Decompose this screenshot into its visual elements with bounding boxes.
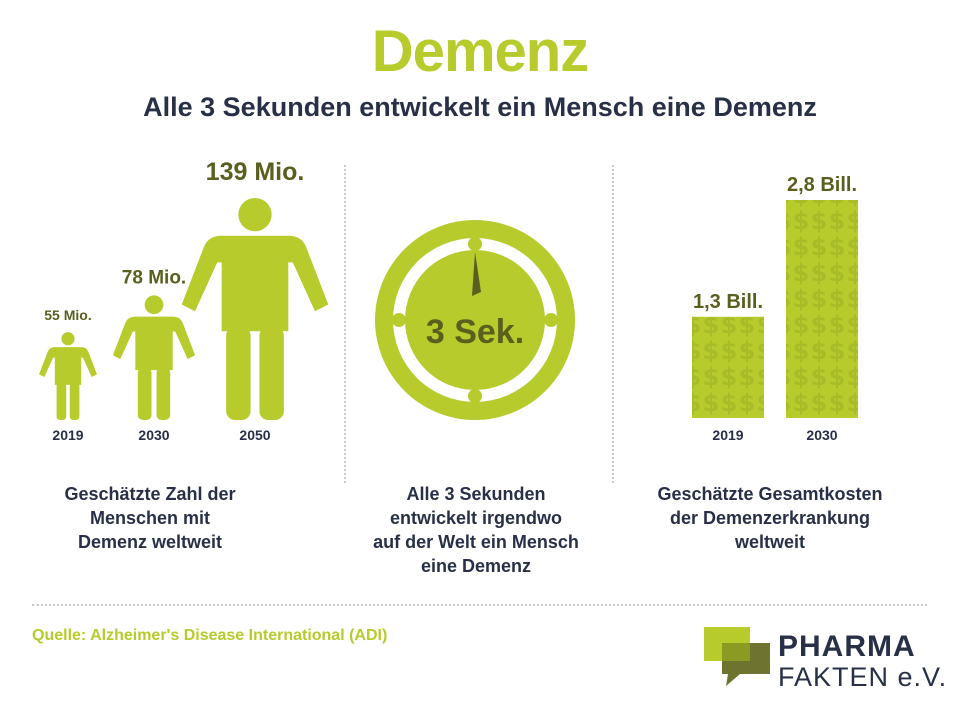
logo-mark-overlap [722, 643, 750, 661]
page-title: Demenz [371, 19, 589, 84]
caption-line: auf der Welt ein Mensch [373, 532, 579, 552]
caption-line: Alle 3 Sekunden [406, 484, 546, 504]
cost-bar [692, 316, 764, 418]
value-label: 78 Mio. [122, 267, 186, 288]
caption-line: eine Demenz [420, 556, 532, 576]
category-label: 2030 [806, 427, 837, 443]
person-figure [112, 295, 196, 420]
footer-divider [32, 604, 927, 606]
caption-line: weltweit [734, 532, 805, 552]
value-label: 1,3 Bill. [693, 291, 763, 313]
caption-line: der Demenzerkrankung [669, 508, 871, 528]
column-divider [344, 165, 346, 483]
person-figure [181, 198, 329, 420]
clock-tick [544, 313, 558, 327]
logo-text-pharma: PHARMA [778, 630, 916, 663]
category-label: 2030 [138, 427, 169, 443]
value-label: 139 Mio. [206, 158, 305, 186]
clock-caption: Alle 3 Sekunden entwickelt irgendwo auf … [356, 482, 596, 578]
category-label: 2019 [52, 427, 83, 443]
costs-caption: Geschätzte Gesamtkosten der Demenzerkran… [640, 482, 900, 554]
caption-line: Demenz weltweit [77, 532, 223, 552]
person-figure [39, 332, 97, 420]
category-label: 2019 [712, 427, 743, 443]
logo-text-fakten: FAKTEN e.V. [778, 662, 948, 692]
cost-bar [786, 200, 858, 418]
clock-tick [468, 237, 482, 251]
source-note: Quelle: Alzheimer's Disease Internationa… [32, 627, 388, 644]
clock-face [405, 250, 545, 390]
clock-tick [392, 313, 406, 327]
caption-line: Geschätzte Zahl der [64, 484, 236, 504]
value-label: 55 Mio. [44, 307, 91, 323]
people-caption: Geschätzte Zahl der Menschen mit Demenz … [40, 482, 260, 554]
value-label: 2,8 Bill. [787, 174, 857, 196]
caption-line: entwickelt irgendwo [389, 508, 563, 528]
column-divider [612, 165, 614, 483]
page-subtitle: Alle 3 Sekunden entwickelt ein Mensch ei… [143, 92, 817, 122]
clock-hand [472, 252, 481, 296]
clock-tick [468, 389, 482, 403]
clock-label: 3 Sek. [426, 313, 524, 351]
category-label: 2050 [239, 427, 270, 443]
caption-line: Geschätzte Gesamtkosten [657, 484, 883, 504]
caption-line: Menschen mit [89, 508, 211, 528]
